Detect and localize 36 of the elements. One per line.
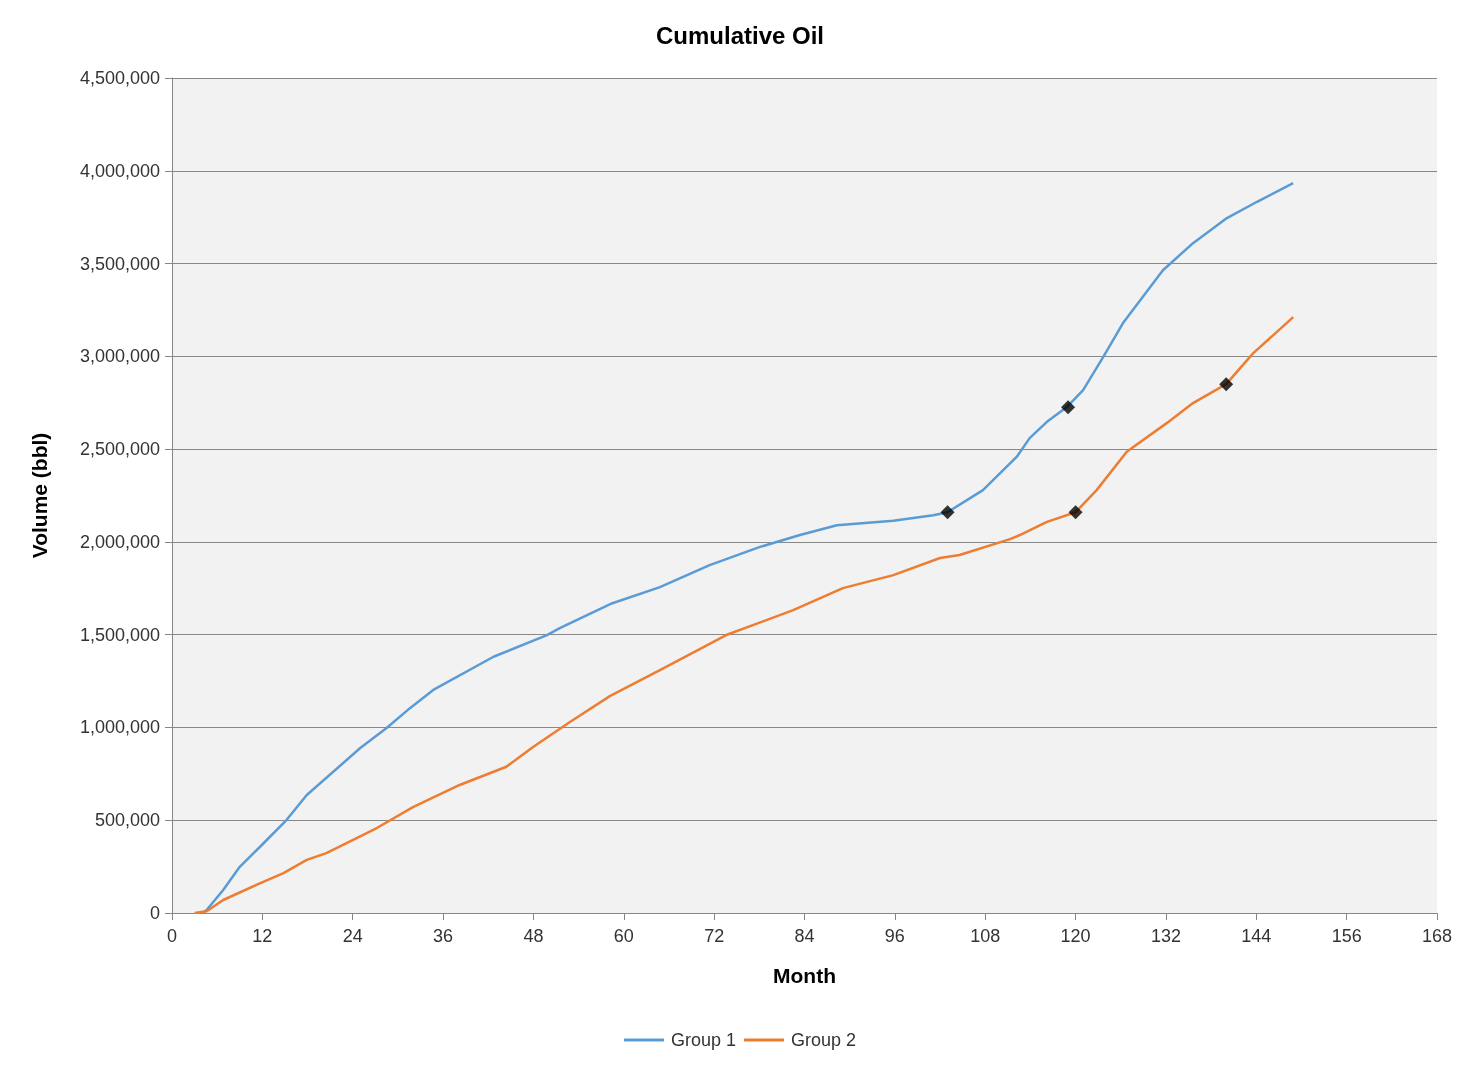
line-series — [193, 315, 1295, 915]
y-tick-label: 4,000,000 — [79, 160, 160, 181]
x-tick-label: 48 — [523, 926, 544, 946]
point — [1068, 505, 1083, 520]
x-tick-label: 168 — [1421, 926, 1453, 946]
x-tick-label: 0 — [166, 926, 178, 946]
point — [1061, 400, 1076, 415]
x-tick-label: 132 — [1150, 926, 1181, 946]
y-tick-label: 1,500,000 — [79, 624, 160, 645]
x-tick-label: 84 — [794, 926, 815, 946]
x-tick-label: 156 — [1331, 926, 1362, 946]
point — [1219, 377, 1234, 392]
y-tick-label: 2,500,000 — [79, 439, 160, 460]
x-tick-label: 144 — [1241, 926, 1272, 946]
y-tick-label: 3,500,000 — [79, 253, 160, 274]
chart-title: Cumulative Oil — [655, 21, 825, 49]
y-tick-label: 0 — [149, 903, 160, 923]
y-tick-label: 500,000 — [94, 810, 160, 831]
x-tick-label: 108 — [970, 926, 1001, 946]
legend-label: Group 2 — [791, 1030, 857, 1050]
x-tick-label: 36 — [433, 926, 454, 946]
legend-label: Group 1 — [670, 1030, 737, 1050]
point — [940, 505, 955, 520]
y-tick-label: 2,000,000 — [79, 531, 160, 552]
x-tick-label: 120 — [1060, 926, 1091, 946]
x-tick-label: 72 — [704, 926, 725, 946]
x-tick-label: 96 — [884, 926, 905, 946]
x-tick-label: 12 — [252, 926, 273, 946]
x-axis-title: Month — [773, 964, 836, 987]
y-axis-title: Volume (bbl) — [28, 432, 51, 559]
x-tick-label: 60 — [613, 926, 634, 946]
y-tick-label: 3,000,000 — [79, 346, 160, 367]
line-series — [200, 181, 1295, 915]
y-tick-label: 4,500,000 — [79, 68, 160, 88]
x-tick-label: 24 — [342, 926, 363, 946]
y-tick-label: 1,000,000 — [79, 717, 160, 738]
